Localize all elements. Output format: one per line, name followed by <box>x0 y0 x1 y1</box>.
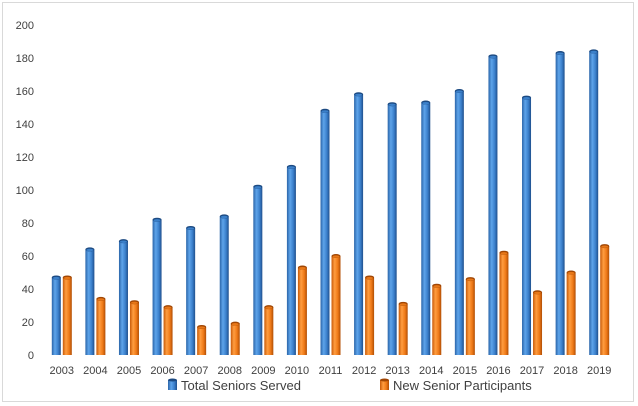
bar-total-seniors-served <box>589 49 599 356</box>
bar-new-senior-participants <box>197 324 207 355</box>
bar-new-senior-participants <box>297 265 307 355</box>
bar-total-seniors-served <box>286 164 296 355</box>
bar-total-seniors-served <box>85 247 95 355</box>
x-tick-label: 2016 <box>486 365 510 377</box>
y-tick-label: 120 <box>16 152 34 164</box>
y-tick-label: 80 <box>22 218 34 230</box>
bar-total-seniors-served <box>522 95 532 355</box>
x-tick-label: 2011 <box>319 365 343 377</box>
y-tick-label: 180 <box>16 53 34 65</box>
y-tick-label: 140 <box>16 119 34 131</box>
bar-total-seniors-served <box>354 92 364 356</box>
x-tick-label: 2008 <box>217 365 241 377</box>
x-tick-label: 2019 <box>587 365 611 377</box>
bars <box>51 49 610 356</box>
bar-total-seniors-served <box>253 184 263 355</box>
y-tick-label: 20 <box>22 317 34 329</box>
legend-swatch <box>380 380 389 390</box>
y-axis: 0 20 40 60 80 100 120 140 160 180 200 <box>16 20 34 362</box>
legend-item-total-seniors-served: Total Seniors Served <box>168 378 301 393</box>
bar-new-senior-participants <box>533 290 543 355</box>
bar-total-seniors-served <box>219 214 229 355</box>
y-tick-label: 60 <box>22 251 34 263</box>
bar-total-seniors-served <box>555 51 565 356</box>
bar-new-senior-participants <box>96 296 106 355</box>
bar-new-senior-participants <box>62 275 72 355</box>
bar-new-senior-participants <box>432 283 442 355</box>
legend-swatch <box>168 380 177 390</box>
bar-new-senior-participants <box>230 321 240 355</box>
y-tick-label: 100 <box>16 185 34 197</box>
bar-new-senior-participants <box>264 305 274 355</box>
x-tick-label: 2014 <box>419 365 443 377</box>
x-tick-label: 2015 <box>453 365 477 377</box>
bar-new-senior-participants <box>499 250 509 355</box>
bar-new-senior-participants <box>465 277 475 355</box>
x-axis: 2003 2004 2005 2006 2007 2008 2009 2010 2011 2012… <box>50 365 612 377</box>
bar-new-senior-participants <box>365 275 375 355</box>
y-tick-label: 40 <box>22 284 34 296</box>
x-tick-label: 2010 <box>285 365 309 377</box>
x-tick-label: 2018 <box>553 365 577 377</box>
bar-total-seniors-served <box>488 54 498 355</box>
x-tick-label: 2005 <box>117 365 141 377</box>
x-tick-label: 2007 <box>184 365 208 377</box>
x-tick-label: 2012 <box>352 365 376 377</box>
bar-total-seniors-served <box>51 275 61 355</box>
legend-label: New Senior Participants <box>393 378 532 393</box>
x-tick-label: 2006 <box>150 365 174 377</box>
bar-new-senior-participants <box>129 300 139 355</box>
bar-new-senior-participants <box>398 301 408 355</box>
x-tick-label: 2017 <box>520 365 544 377</box>
bar-total-seniors-served <box>152 217 162 355</box>
y-tick-label: 200 <box>16 20 34 32</box>
x-tick-label: 2009 <box>251 365 275 377</box>
legend-item-new-senior-participants: New Senior Participants <box>380 378 532 393</box>
x-tick-label: 2013 <box>385 365 409 377</box>
bar-new-senior-participants <box>331 254 341 355</box>
bar-new-senior-participants <box>600 244 610 355</box>
bar-new-senior-participants <box>163 305 173 355</box>
bar-total-seniors-served <box>454 89 464 355</box>
bar-total-seniors-served <box>387 102 397 355</box>
x-tick-label: 2003 <box>50 365 74 377</box>
y-tick-label: 160 <box>16 86 34 98</box>
bar-total-seniors-served <box>320 108 330 355</box>
x-tick-label: 2004 <box>83 365 107 377</box>
bar-total-seniors-served <box>421 100 431 355</box>
y-tick-label: 0 <box>28 350 34 362</box>
bar-total-seniors-served <box>118 239 128 355</box>
bar-total-seniors-served <box>186 225 196 355</box>
legend-label: Total Seniors Served <box>181 378 301 393</box>
legend: Total Seniors Served New Senior Participa… <box>168 378 532 393</box>
bar-new-senior-participants <box>566 270 576 355</box>
